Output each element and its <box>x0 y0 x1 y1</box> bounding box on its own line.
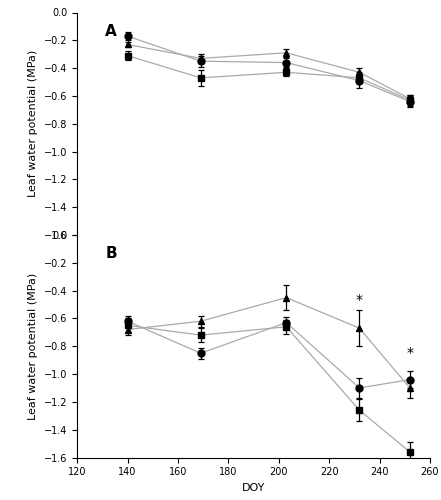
X-axis label: DOY: DOY <box>242 483 265 493</box>
Text: *: * <box>356 294 363 308</box>
Y-axis label: Leaf water potential (MPa): Leaf water potential (MPa) <box>28 272 38 420</box>
Text: B: B <box>105 246 117 261</box>
Y-axis label: Leaf water potential (MPa): Leaf water potential (MPa) <box>28 50 38 198</box>
Text: *: * <box>406 346 413 360</box>
Text: A: A <box>105 24 117 38</box>
